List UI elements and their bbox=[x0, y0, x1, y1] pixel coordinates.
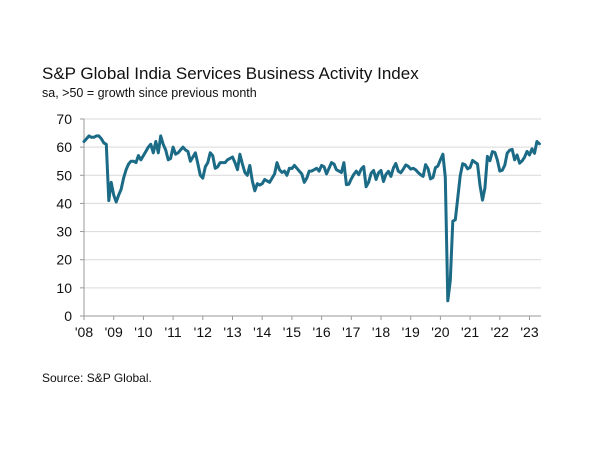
series-line bbox=[82, 134, 541, 303]
x-tick-label: '14 bbox=[253, 324, 271, 340]
x-tick-label: '11 bbox=[164, 324, 181, 340]
x-tick-label: '20 bbox=[431, 324, 449, 340]
x-tick-label: '10 bbox=[134, 324, 152, 340]
series-layer bbox=[82, 134, 541, 303]
axes bbox=[80, 118, 541, 320]
x-tick-label: '16 bbox=[312, 324, 330, 340]
y-tick-label: 50 bbox=[56, 167, 72, 183]
x-tick-label: '12 bbox=[194, 324, 212, 340]
y-tick-label: 30 bbox=[56, 224, 72, 240]
y-tick-label: 0 bbox=[64, 308, 72, 324]
chart-subtitle: sa, >50 = growth since previous month bbox=[42, 86, 257, 100]
x-tick-label: '09 bbox=[105, 324, 123, 340]
x-tick-label: '23 bbox=[520, 324, 538, 340]
x-tick-label: '15 bbox=[283, 324, 301, 340]
y-tick-label: 70 bbox=[56, 111, 72, 127]
y-axis-ticks: 0 10 20 30 40 50 60 70 bbox=[56, 111, 72, 324]
x-tick-label: '19 bbox=[402, 324, 420, 340]
x-tick-label: '17 bbox=[342, 324, 360, 340]
x-tick-label: '18 bbox=[372, 324, 390, 340]
x-tick-label: '21 bbox=[461, 324, 479, 340]
gridlines bbox=[84, 118, 541, 289]
x-tick-label: '22 bbox=[491, 324, 509, 340]
x-tick-label: '08 bbox=[75, 324, 93, 340]
y-tick-label: 10 bbox=[56, 280, 72, 296]
y-tick-label: 40 bbox=[56, 195, 72, 211]
y-tick-label: 60 bbox=[56, 139, 72, 155]
source-note: Source: S&P Global. bbox=[42, 371, 152, 385]
chart-title: S&P Global India Services Business Activ… bbox=[42, 64, 419, 83]
y-tick-label: 20 bbox=[56, 252, 72, 268]
x-axis-ticks: '08 '09 '10 '11 '12 '13 '14 '15 '16 '17 '18 '19 '20 '… bbox=[75, 324, 539, 340]
x-tick-label: '13 bbox=[223, 324, 241, 340]
